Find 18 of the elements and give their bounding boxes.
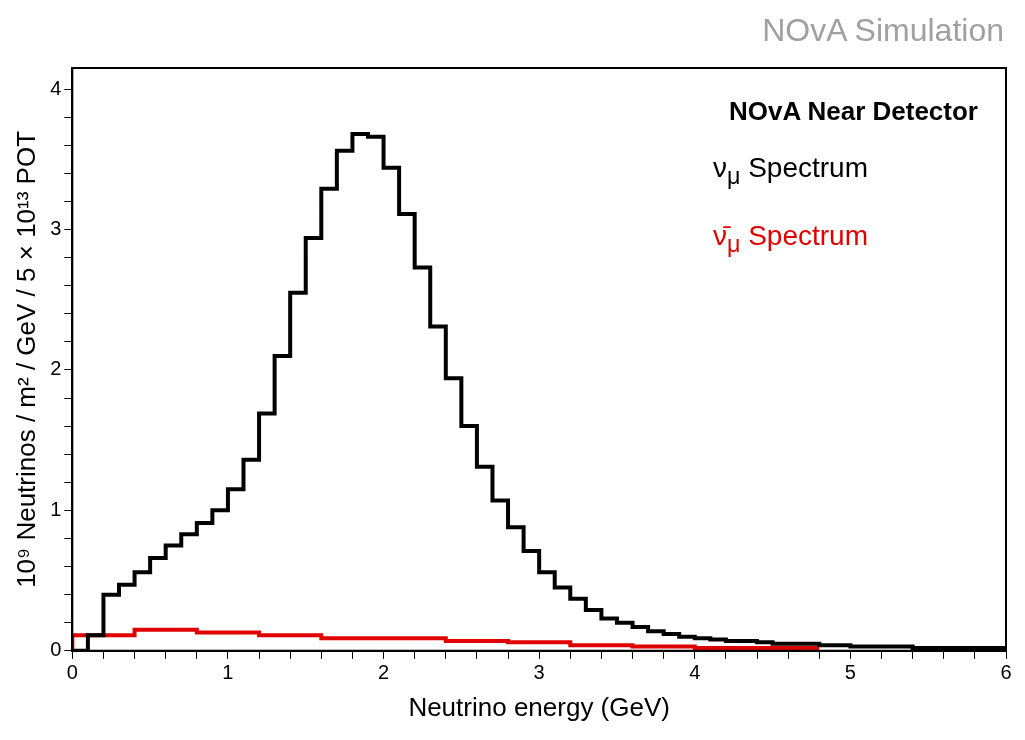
text: ν̄$_{μ}$ Spectrum bbox=[712, 218, 868, 259]
y-tick-label: 1 bbox=[50, 497, 62, 520]
x-tick-label: 5 bbox=[844, 661, 856, 684]
x-tick-label: 1 bbox=[222, 661, 234, 684]
y-axis-title: 10⁹ Neutrinos / m² / GeV / 5 × 10¹³ POT bbox=[10, 130, 41, 588]
x-tick-label: 3 bbox=[533, 661, 545, 684]
annotation: NOvA Near Detector bbox=[728, 96, 978, 127]
x-tick-label: 2 bbox=[377, 661, 390, 684]
y-tick-label: 4 bbox=[50, 76, 62, 99]
y-tick-label: 0 bbox=[50, 638, 62, 661]
y-tick-label: 2 bbox=[50, 357, 62, 380]
y-tick-label: 3 bbox=[50, 217, 62, 240]
x-tick-label: 4 bbox=[689, 661, 701, 684]
text: NOvA Simulation bbox=[762, 12, 1004, 49]
x-axis-title: Neutrino energy (GeV) bbox=[408, 691, 670, 722]
x-tick-label: 6 bbox=[1000, 661, 1012, 684]
x-tick-label: 0 bbox=[66, 661, 78, 684]
text: ν$_{μ}$ Spectrum bbox=[712, 151, 868, 191]
